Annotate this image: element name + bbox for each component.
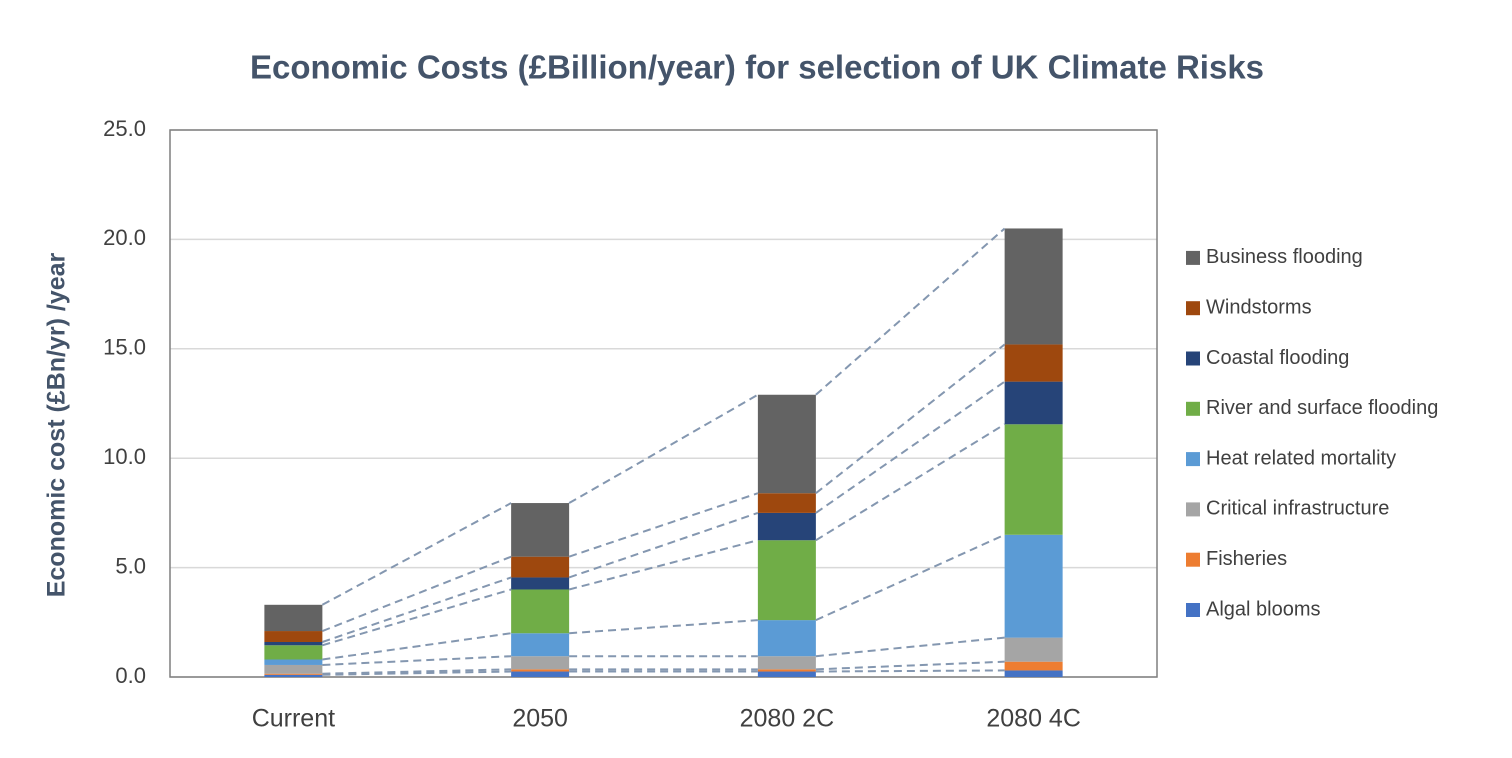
connector-line bbox=[815, 380, 1006, 514]
connector-line bbox=[815, 636, 1005, 658]
connector-line bbox=[322, 655, 512, 666]
connector-line bbox=[815, 227, 1006, 396]
bar-segment bbox=[264, 641, 323, 646]
legend-label: Heat related mortality bbox=[1206, 447, 1396, 469]
bar-segment bbox=[757, 512, 816, 541]
bar-segment bbox=[264, 664, 323, 674]
legend-swatch bbox=[1186, 502, 1200, 517]
bar-segment bbox=[757, 493, 816, 513]
connector-line bbox=[568, 492, 759, 558]
bar-segment bbox=[511, 633, 570, 657]
connector-line bbox=[568, 511, 759, 579]
bar-segment bbox=[511, 656, 570, 670]
bar-segment bbox=[1004, 344, 1063, 382]
connector-line bbox=[322, 632, 512, 661]
bar-segment bbox=[264, 645, 323, 660]
bar-segment bbox=[1004, 228, 1063, 345]
x-tick-label: 2080 4C bbox=[986, 705, 1081, 733]
bar-segment bbox=[264, 659, 323, 665]
legend-label: Fisheries bbox=[1206, 548, 1287, 570]
bar-segment bbox=[1004, 424, 1063, 535]
bar-segment bbox=[264, 604, 323, 632]
connector-line bbox=[569, 619, 758, 635]
bar-segment bbox=[264, 631, 323, 642]
y-axis-label: Economic cost (£Bn/yr) /year bbox=[43, 252, 71, 597]
y-tick-label: 5.0 bbox=[115, 553, 146, 578]
bar-segment bbox=[1004, 534, 1063, 638]
legend-label: Critical infrastructure bbox=[1206, 498, 1389, 520]
connector-line bbox=[322, 555, 512, 632]
bar-segment bbox=[511, 556, 570, 578]
bar-segment bbox=[1004, 661, 1063, 671]
connector-line bbox=[322, 668, 512, 675]
connector-line bbox=[568, 393, 759, 504]
y-tick-label: 15.0 bbox=[103, 335, 146, 360]
bar-segment bbox=[757, 669, 816, 672]
legend-swatch bbox=[1186, 452, 1200, 467]
bar-segment bbox=[264, 674, 323, 677]
legend-swatch bbox=[1186, 301, 1200, 316]
chart-title: Economic Costs (£Billion/year) for selec… bbox=[250, 49, 1264, 86]
connector-line bbox=[568, 539, 759, 591]
y-tick-label: 0.0 bbox=[115, 663, 146, 688]
legend-swatch bbox=[1186, 351, 1200, 366]
connector-line bbox=[815, 660, 1005, 671]
legend-swatch bbox=[1186, 603, 1200, 617]
bar-segment bbox=[1004, 637, 1063, 662]
plot-border bbox=[169, 129, 1158, 678]
bar-segment bbox=[757, 620, 816, 657]
connector-line bbox=[815, 669, 1005, 673]
connector-line bbox=[815, 533, 1006, 622]
bar-segment bbox=[511, 589, 570, 634]
legend-label: River and surface flooding bbox=[1206, 397, 1438, 419]
bar-segment bbox=[757, 671, 816, 677]
connector-line bbox=[815, 423, 1006, 542]
bar-segment bbox=[757, 394, 816, 494]
y-tick-label: 20.0 bbox=[103, 225, 146, 250]
bar-segment bbox=[511, 671, 570, 677]
bar-segment bbox=[1004, 381, 1063, 425]
x-tick-label: 2050 bbox=[512, 705, 568, 733]
bar-segment bbox=[511, 503, 570, 557]
connector-line bbox=[322, 588, 512, 647]
bar-segment bbox=[757, 540, 816, 621]
connector-line bbox=[322, 576, 512, 643]
legend-label: Algal blooms bbox=[1206, 598, 1321, 620]
legend-swatch bbox=[1186, 552, 1200, 567]
x-tick-label: Current bbox=[252, 705, 335, 733]
connector-line bbox=[321, 502, 512, 606]
y-tick-label: 25.0 bbox=[103, 116, 146, 141]
connector-line bbox=[322, 670, 512, 676]
bar-segment bbox=[511, 577, 570, 590]
legend-label: Business flooding bbox=[1206, 246, 1363, 268]
bar-segment bbox=[757, 656, 816, 670]
legend-label: Windstorms bbox=[1206, 296, 1312, 318]
legend-swatch bbox=[1186, 250, 1200, 265]
x-tick-label: 2080 2C bbox=[740, 705, 835, 733]
y-tick-label: 10.0 bbox=[103, 444, 146, 469]
bar-segment bbox=[1004, 670, 1063, 677]
legend-label: Coastal flooding bbox=[1206, 347, 1349, 369]
legend-swatch bbox=[1186, 401, 1200, 416]
bar-segment bbox=[511, 669, 570, 672]
bar-segment bbox=[264, 673, 323, 675]
connector-line bbox=[815, 343, 1006, 494]
